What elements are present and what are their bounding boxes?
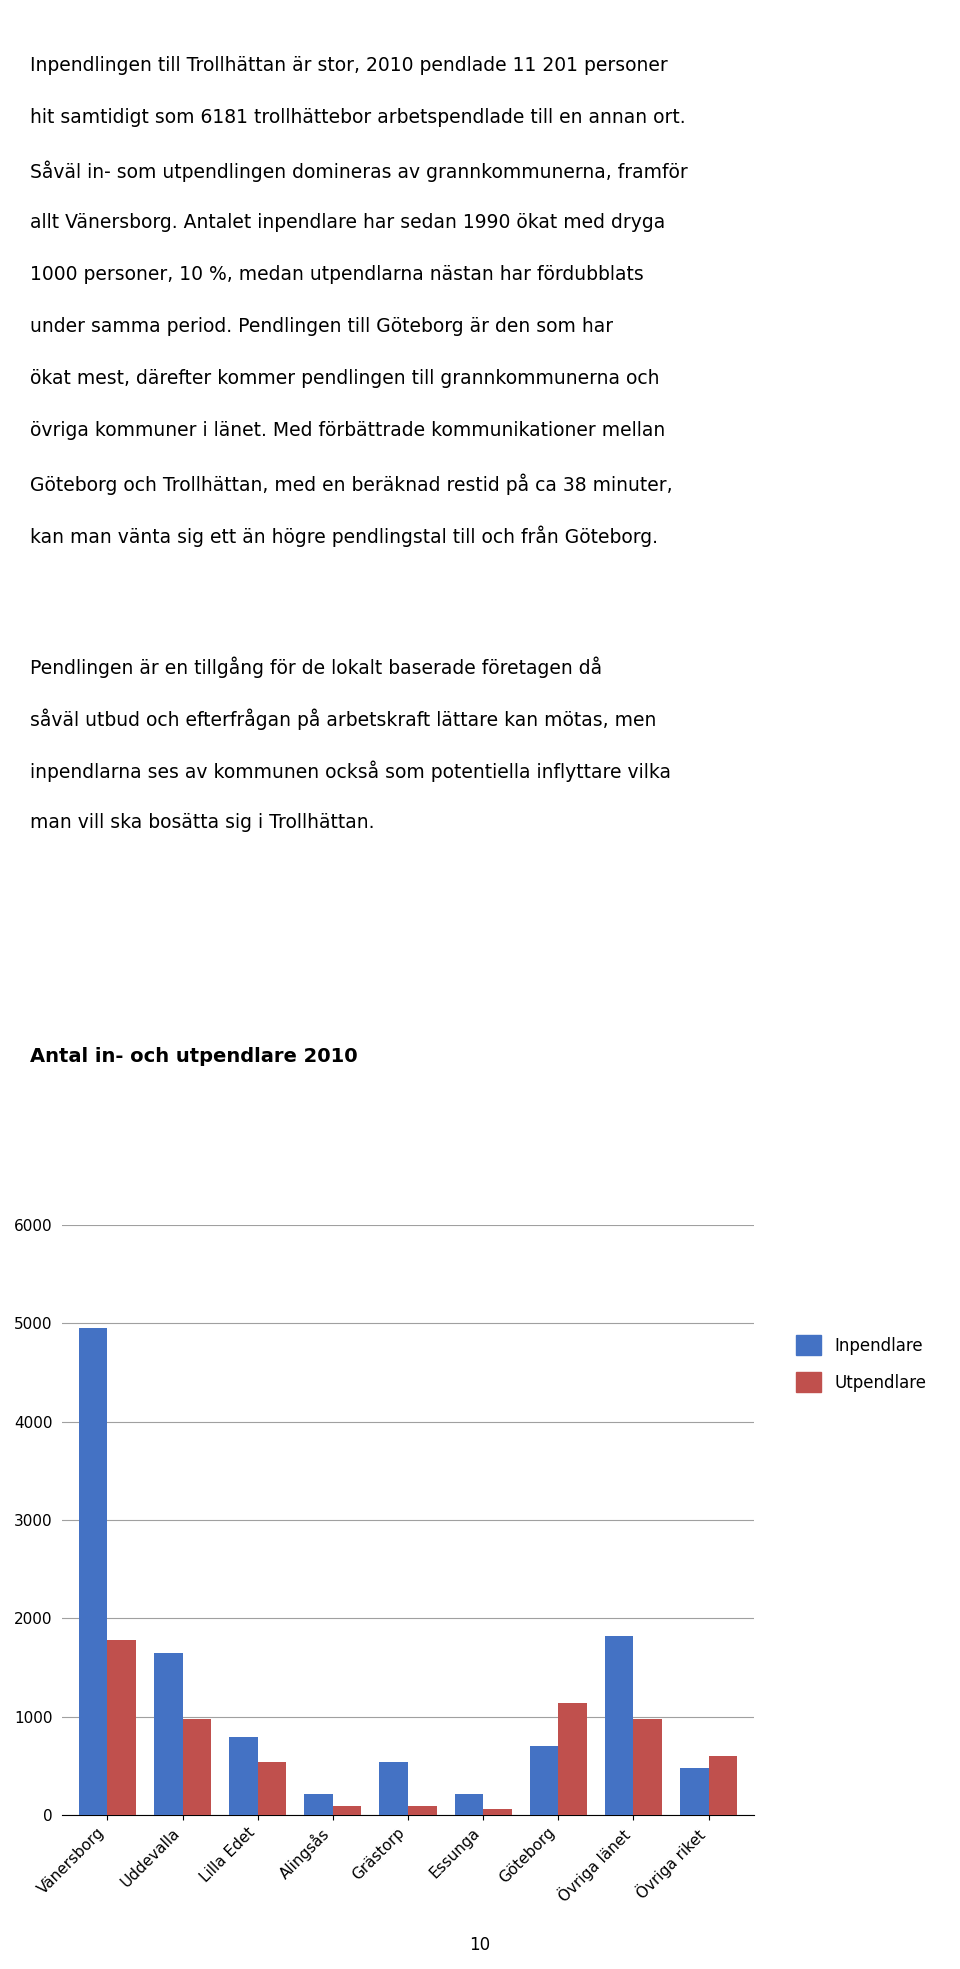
Bar xyxy=(483,1810,512,1815)
Bar xyxy=(379,1762,408,1815)
Bar xyxy=(634,1719,662,1815)
Text: Göteborg och Trollhättan, med en beräknad restid på ca 38 minuter,: Göteborg och Trollhättan, med en beräkna… xyxy=(30,473,673,494)
Text: hit samtidigt som 6181 trollhättebor arbetspendlade till en annan ort.: hit samtidigt som 6181 trollhättebor arb… xyxy=(30,108,685,128)
Bar xyxy=(79,1327,108,1815)
Bar xyxy=(455,1794,483,1815)
Text: allt Vänersborg. Antalet inpendlare har sedan 1990 ökat med dryga: allt Vänersborg. Antalet inpendlare har … xyxy=(30,213,665,232)
Bar xyxy=(257,1762,286,1815)
Text: Inpendlingen till Trollhättan är stor, 2010 pendlade 11 201 personer: Inpendlingen till Trollhättan är stor, 2… xyxy=(30,55,668,75)
Text: inpendlarna ses av kommunen också som potentiella inflyttare vilka: inpendlarna ses av kommunen också som po… xyxy=(30,760,671,782)
Text: man vill ska bosätta sig i Trollhättan.: man vill ska bosätta sig i Trollhättan. xyxy=(30,813,374,831)
Text: ökat mest, därefter kommer pendlingen till grannkommunerna och: ökat mest, därefter kommer pendlingen ti… xyxy=(30,368,660,388)
Bar xyxy=(333,1806,361,1815)
Text: kan man vänta sig ett än högre pendlingstal till och från Göteborg.: kan man vänta sig ett än högre pendlings… xyxy=(30,526,658,547)
Bar xyxy=(229,1737,257,1815)
Text: 1000 personer, 10 %, medan utpendlarna nästan har fördubblats: 1000 personer, 10 %, medan utpendlarna n… xyxy=(30,264,644,284)
Text: övriga kommuner i länet. Med förbättrade kommunikationer mellan: övriga kommuner i länet. Med förbättrade… xyxy=(30,421,665,441)
Legend: Inpendlare, Utpendlare: Inpendlare, Utpendlare xyxy=(782,1321,940,1406)
Bar xyxy=(680,1768,708,1815)
Bar xyxy=(559,1703,587,1815)
Text: 10: 10 xyxy=(469,1936,491,1955)
Bar xyxy=(605,1636,634,1815)
Text: under samma period. Pendlingen till Göteborg är den som har: under samma period. Pendlingen till Göte… xyxy=(30,317,613,337)
Bar xyxy=(408,1806,437,1815)
Text: Antal in- och utpendlare 2010: Antal in- och utpendlare 2010 xyxy=(30,1048,358,1067)
Bar xyxy=(154,1652,182,1815)
Bar xyxy=(708,1756,737,1815)
Bar xyxy=(304,1794,333,1815)
Bar xyxy=(108,1640,136,1815)
Text: Såväl in- som utpendlingen domineras av grannkommunerna, framför: Såväl in- som utpendlingen domineras av … xyxy=(30,159,687,181)
Text: såväl utbud och efterfrågan på arbetskraft lättare kan mötas, men: såväl utbud och efterfrågan på arbetskra… xyxy=(30,709,657,730)
Text: Pendlingen är en tillgång för de lokalt baserade företagen då: Pendlingen är en tillgång för de lokalt … xyxy=(30,656,602,677)
Bar xyxy=(530,1747,559,1815)
Bar xyxy=(182,1719,211,1815)
